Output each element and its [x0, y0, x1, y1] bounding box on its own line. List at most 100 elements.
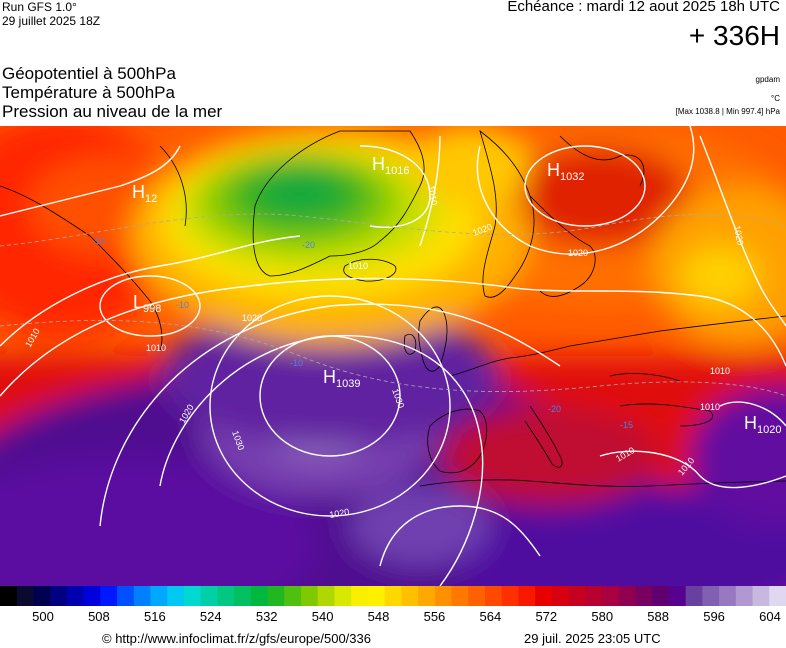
temperature-label: -15 [620, 420, 633, 430]
temperature-label: -20 [302, 240, 315, 250]
run-info: Run GFS 1.0° 29 juillet 2025 18Z [2, 0, 100, 28]
color-scale-tick: 572 [535, 609, 558, 624]
pressure-center-high: H1032 [547, 160, 584, 183]
source-credit: © http://www.infoclimat.fr/z/gfs/europe/… [102, 631, 371, 646]
color-scale-swatch [535, 586, 553, 606]
map-titles: Géopotentiel à 500hPa Température à 500h… [2, 64, 222, 121]
geopotential-field: H1016 H1032 H12 L998 H1039 H1020 1010 10… [0, 126, 786, 586]
color-scale-swatch [401, 586, 419, 606]
color-scale-tick: 524 [199, 609, 222, 624]
color-scale-swatch [133, 586, 152, 606]
weather-map[interactable]: H1016 H1032 H12 L998 H1039 H1020 1010 10… [0, 126, 786, 586]
color-scale-swatch [367, 586, 386, 606]
color-scale-swatch [250, 586, 269, 606]
run-date: 29 juillet 2025 18Z [2, 14, 101, 28]
color-scale-swatch [418, 586, 436, 606]
color-scale-swatch [602, 586, 620, 606]
pressure-center-high: H12 [132, 182, 157, 205]
color-scale-swatch [585, 586, 603, 606]
isobar-label: 1010 [348, 261, 368, 271]
color-scale-tick: 500 [32, 609, 54, 624]
color-scale-swatch [384, 586, 402, 606]
title-pressure: Pression au niveau de la mer [2, 102, 223, 121]
color-scale-bar [0, 586, 786, 606]
title-geopotential: Géopotentiel à 500hPa [2, 64, 176, 83]
color-scale-tick: 588 [647, 609, 669, 624]
color-scale-swatch [702, 586, 720, 606]
pressure-centers: H1016 H1032 H12 L998 H1039 H1020 [132, 154, 781, 436]
temperature-label: -10 [290, 358, 303, 368]
color-scale-swatch [685, 586, 703, 606]
color-scale-tick: 548 [367, 609, 390, 624]
color-scale-ticks: 500 508 516 524 532 540 548 556 564 572 580 588 596 6… [0, 609, 786, 625]
color-scale-tick: 556 [423, 609, 446, 624]
forecast-hours: + 336H [688, 20, 780, 51]
color-scale-swatch [735, 586, 754, 606]
color-scale-tick: 540 [311, 609, 334, 624]
color-scale-swatch [301, 586, 319, 606]
run-model: Run GFS 1.0° [2, 0, 77, 14]
unit-gpdam: gpdam [755, 75, 780, 84]
color-scale-swatch [568, 586, 586, 606]
color-scale-tick: 532 [255, 609, 278, 624]
isobar-label: 1010 [700, 402, 720, 412]
pressure-min-max: [Max 1038.8 | Min 997.4] hPa [675, 107, 780, 116]
color-scale-swatch [635, 586, 653, 606]
temperature-label: -10 [176, 300, 189, 310]
color-scale-swatch [83, 586, 101, 606]
isobar-label: 1020 [568, 248, 588, 258]
color-scale-swatch [551, 586, 570, 606]
temperature-contours [0, 213, 786, 397]
temperature-labels: -10 -20 -10 -10 -20 -15 [92, 236, 633, 430]
color-scale-tick: 508 [88, 609, 110, 624]
color-scale-swatch [150, 586, 168, 606]
color-scale-swatch [434, 586, 453, 606]
color-scale-swatch [451, 586, 469, 606]
color-scale-swatch [468, 586, 486, 606]
color-scale-swatch [50, 586, 68, 606]
color-scale-swatch [618, 586, 637, 606]
title-temperature: Température à 500hPa [2, 83, 175, 102]
unit-celsius: °C [771, 94, 780, 103]
temperature-label: -10 [92, 236, 105, 246]
color-scale-swatch [769, 586, 786, 606]
pressure-center-low: L998 [133, 292, 161, 315]
isobar-label: 1010 [426, 185, 439, 206]
color-scale-swatch [33, 586, 51, 606]
color-scale-swatch [167, 586, 185, 606]
color-scale-swatch [117, 586, 135, 606]
color-scale-swatch [284, 586, 302, 606]
color-scale-tick: 580 [591, 609, 614, 624]
isobars [0, 126, 786, 586]
pressure-center-high: H1039 [323, 367, 360, 390]
color-scale-swatch [501, 586, 520, 606]
color-scale-swatch [183, 586, 202, 606]
generated-time: 29 juil. 2025 23:05 UTC [524, 631, 661, 646]
isobar-label: 1010 [710, 366, 730, 376]
color-scale-swatch [752, 586, 770, 606]
forecast-valid-time: Echéance : mardi 12 aout 2025 18h UTC [507, 0, 780, 15]
color-scale-tick: 604 [759, 609, 781, 624]
color-scale-tick: 564 [479, 609, 502, 624]
color-scale-swatch [317, 586, 336, 606]
isobar-label: 1010 [146, 343, 166, 353]
color-scale-tick: 596 [703, 609, 725, 624]
color-scale-swatch [217, 586, 235, 606]
color-scale-swatch [16, 586, 35, 606]
color-scale-swatch [518, 586, 536, 606]
color-scale-swatch [351, 586, 369, 606]
color-scale-swatch [652, 586, 670, 606]
isobar-label: 1020 [329, 507, 350, 520]
pressure-center-high: H1020 [744, 413, 781, 436]
color-scale-tick: 516 [143, 609, 166, 624]
color-scale-swatch [234, 586, 252, 606]
color-scale-swatch [267, 586, 285, 606]
pressure-center-high: H1016 [372, 154, 409, 177]
color-scale-swatch [719, 586, 737, 606]
color-scale-swatch [100, 586, 118, 606]
color-scale-swatch [334, 586, 352, 606]
color-scale-swatch [200, 586, 218, 606]
temperature-label: -20 [548, 404, 561, 414]
color-scale-swatch [668, 586, 687, 606]
isobar-label: 1020 [242, 313, 262, 323]
